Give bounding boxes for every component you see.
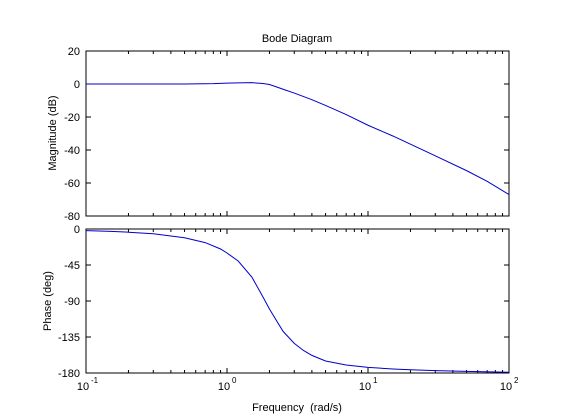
x-tick-label-base: 10 — [359, 381, 371, 393]
phase-ticks — [85, 228, 510, 374]
magnitude-plot-area — [85, 50, 510, 217]
y-tick-label: -40 — [64, 145, 80, 157]
y-tick-label: -80 — [64, 211, 80, 223]
y-tick-label: 20 — [68, 46, 80, 58]
y-tick-label: -60 — [64, 178, 80, 190]
y-tick-label: 0 — [74, 224, 80, 236]
phase-plot-area — [85, 228, 510, 374]
y-tick-label: 0 — [74, 79, 80, 91]
phase-series-line — [85, 230, 510, 373]
x-tick-label-base: 10 — [77, 381, 89, 393]
y-tick-label: -45 — [64, 260, 80, 272]
phase-y-tick-labels: 0 -45 -90 -135 -180 — [58, 224, 80, 380]
magnitude-y-axis-label: Magnitude (dB) — [47, 95, 59, 170]
x-axis-label: Frequency (rad/s) — [252, 402, 342, 414]
magnitude-y-tick-labels: 20 0 -20 -40 -60 -80 — [64, 46, 80, 223]
magnitude-ticks — [85, 50, 510, 217]
y-tick-label: -90 — [64, 296, 80, 308]
y-tick-label: -20 — [64, 112, 80, 124]
x-tick-label-base: 10 — [500, 381, 512, 393]
x-tick-label-base: 10 — [218, 381, 230, 393]
y-tick-label: -135 — [58, 332, 80, 344]
chart-title: Bode Diagram — [262, 33, 332, 45]
x-tick-label-exponent: 0 — [232, 376, 237, 385]
y-tick-label: -180 — [58, 368, 80, 380]
magnitude-series-line — [86, 82, 510, 195]
phase-y-axis-label: Phase (deg) — [42, 271, 54, 331]
magnitude-panel: 20 0 -20 -40 -60 -80 Bode Diagram Magnitude (… — [47, 33, 510, 223]
x-tick-label-exponent: 2 — [514, 376, 519, 385]
x-tick-label-exponent: -1 — [91, 376, 99, 385]
x-tick-label-exponent: 1 — [373, 376, 378, 385]
